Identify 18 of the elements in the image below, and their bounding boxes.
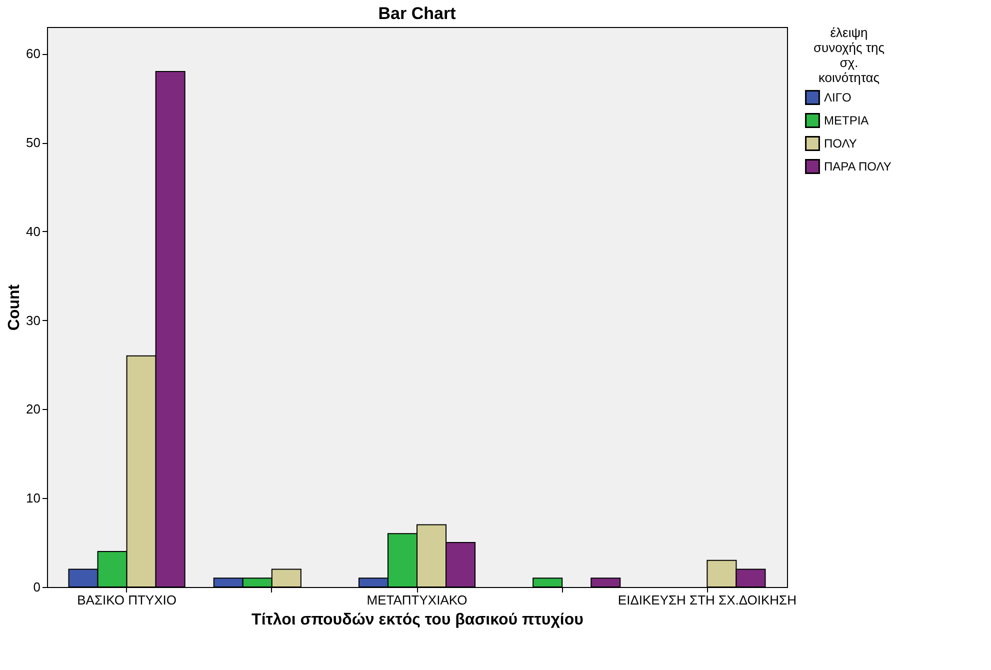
legend-label: ΠΑΡΑ ΠΟΛΥ [824, 160, 892, 174]
legend-label: ΜΕΤΡΙΑ [824, 114, 869, 128]
y-tick-label: 40 [26, 224, 40, 239]
legend-title: έλειψη συνοχής της σχ. κοινότητας [813, 25, 885, 85]
x-tick-label: ΕΙΔΙΚΕΥΣΗ ΣΤΗ ΣΧ.ΔΟΙΚΗΣΗ [618, 592, 796, 608]
legend-label: ΛΙΓΟ [824, 90, 852, 104]
x-tick-label: ΒΑΣΙΚΟ ΠΤΥΧΙΟ [77, 592, 176, 608]
y-axis-title: Count [6, 284, 24, 331]
y-tick-label: 10 [26, 490, 40, 506]
y-tick-label: 50 [26, 135, 40, 150]
y-tick-label: 20 [26, 402, 40, 417]
y-tick-label: 60 [26, 46, 40, 62]
y-tick-label: 30 [26, 312, 40, 328]
legend-label: ΠΟΛΥ [824, 136, 857, 150]
y-tick-label: 0 [33, 580, 40, 594]
x-tick-label: ΜΕΤΑΠΤΥΧΙΑΚΟ [366, 592, 468, 608]
x-axis-title: Τίτλοι σπουδών εκτός του βασικού πτυχίου [252, 612, 584, 628]
chart-title: Bar Chart [378, 4, 456, 23]
